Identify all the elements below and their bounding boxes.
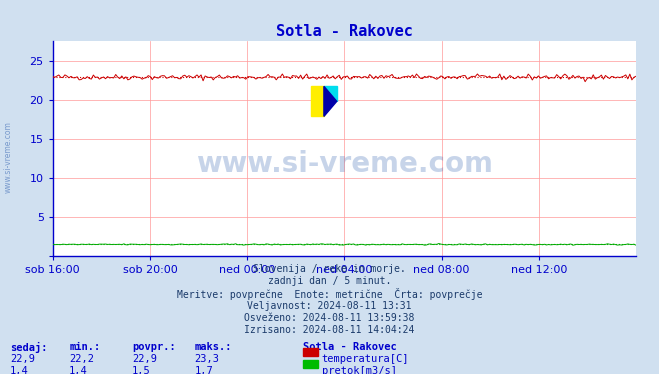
Text: Sotla - Rakovec: Sotla - Rakovec [303, 342, 397, 352]
Text: 23,3: 23,3 [194, 354, 219, 364]
Text: 1,4: 1,4 [10, 366, 28, 374]
Polygon shape [324, 86, 337, 116]
Text: Izrisano: 2024-08-11 14:04:24: Izrisano: 2024-08-11 14:04:24 [244, 325, 415, 335]
Text: Osveženo: 2024-08-11 13:59:38: Osveženo: 2024-08-11 13:59:38 [244, 313, 415, 323]
Text: temperatura[C]: temperatura[C] [322, 354, 409, 364]
Polygon shape [311, 86, 324, 116]
Text: www.si-vreme.com: www.si-vreme.com [3, 121, 13, 193]
Text: pretok[m3/s]: pretok[m3/s] [322, 366, 397, 374]
Text: Meritve: povprečne  Enote: metrične  Črta: povprečje: Meritve: povprečne Enote: metrične Črta:… [177, 288, 482, 300]
Text: 1,4: 1,4 [69, 366, 88, 374]
Text: povpr.:: povpr.: [132, 342, 175, 352]
Text: 22,9: 22,9 [132, 354, 157, 364]
Text: Slovenija / reke in morje.: Slovenija / reke in morje. [253, 264, 406, 274]
Text: sedaj:: sedaj: [10, 342, 47, 353]
Text: maks.:: maks.: [194, 342, 232, 352]
Text: 22,9: 22,9 [10, 354, 35, 364]
Text: min.:: min.: [69, 342, 100, 352]
Text: Veljavnost: 2024-08-11 13:31: Veljavnost: 2024-08-11 13:31 [247, 301, 412, 311]
Polygon shape [324, 86, 337, 101]
Text: www.si-vreme.com: www.si-vreme.com [196, 150, 493, 178]
Text: zadnji dan / 5 minut.: zadnji dan / 5 minut. [268, 276, 391, 286]
Text: 1,7: 1,7 [194, 366, 213, 374]
Title: Sotla - Rakovec: Sotla - Rakovec [276, 24, 413, 39]
Text: 1,5: 1,5 [132, 366, 150, 374]
Text: 22,2: 22,2 [69, 354, 94, 364]
